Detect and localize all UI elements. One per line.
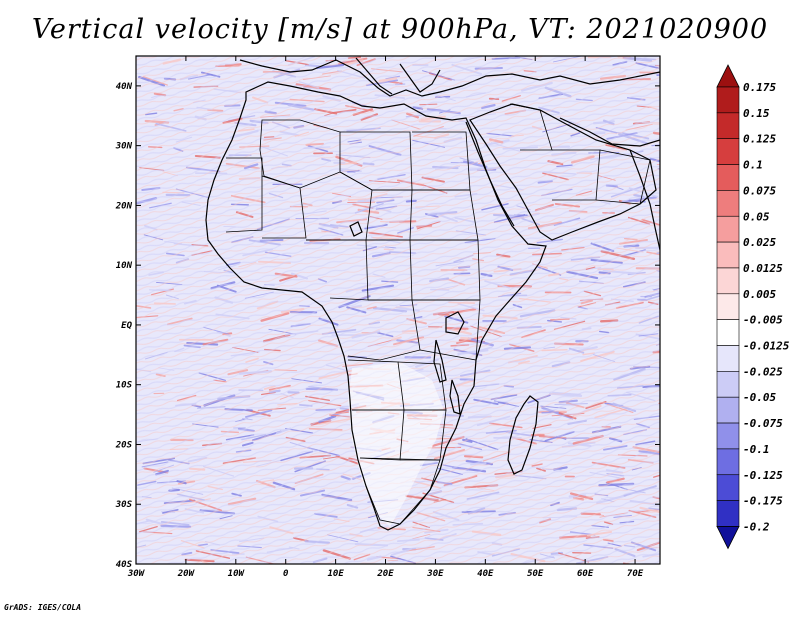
- colorbar-label: -0.2: [743, 520, 770, 533]
- plot-frame: [135, 55, 661, 565]
- updraft-streak: [658, 402, 660, 405]
- colorbar: 0.175 0.15 0.125 0.1 0.075 0.05 0.025 0.0125 0.0…: [716, 64, 790, 550]
- colorbar-swatch: [716, 241, 740, 269]
- country-borders: [225, 103, 651, 525]
- colorbar-label: -0.175: [743, 495, 783, 508]
- colorbar-label: 0.075: [743, 184, 776, 197]
- downdraft-streak: [657, 168, 660, 170]
- lat-tick-label: 10S: [116, 381, 133, 391]
- colorbar-label: 0.005: [743, 288, 776, 301]
- lon-tick-label: 30E: [426, 569, 444, 579]
- red-sea-coastline: [465, 121, 515, 227]
- updraft-streak: [656, 164, 660, 166]
- colorbar-label: -0.0125: [743, 340, 790, 353]
- velocity-field: [136, 56, 660, 564]
- downdraft-streak: [656, 251, 660, 255]
- iran-coastline: [559, 117, 660, 147]
- colorbar-label: 0.15: [743, 107, 770, 120]
- colorbar-label: 0.1: [743, 159, 763, 172]
- latitude-axis: 40N 30N 20N 10N EQ 10S 20S 30S 40S: [115, 82, 660, 570]
- colorbar-label: -0.005: [743, 314, 783, 327]
- italy-coastline: [355, 57, 393, 95]
- lon-tick-label: 70E: [627, 569, 644, 579]
- colorbar-swatch: [716, 215, 740, 243]
- colorbar-swatch: [716, 500, 740, 527]
- colorbar-swatch: [716, 267, 740, 295]
- greece-coastline: [399, 63, 441, 93]
- madagascar-coastline: [507, 395, 539, 475]
- colorbar-swatch: [716, 293, 740, 320]
- lon-tick-label: 10W: [228, 569, 246, 579]
- colorbar-top-arrow: [716, 64, 740, 88]
- lat-tick-label: 30N: [115, 142, 133, 152]
- lat-tick-label: 30S: [115, 500, 133, 510]
- europe-coastline: [239, 59, 660, 97]
- lake-malawi: [449, 379, 461, 415]
- africa-coastline: [205, 81, 547, 531]
- credit-text: GrADS: IGES/COLA: [4, 603, 82, 612]
- lon-tick-label: 20W: [177, 569, 196, 579]
- colorbar-swatch: [716, 371, 740, 398]
- colorbar-bottom-arrow: [716, 526, 740, 550]
- lon-tick-label: 10E: [327, 569, 344, 579]
- lon-tick-label: 40E: [477, 569, 494, 579]
- colorbar-swatch: [716, 86, 740, 114]
- colorbar-swatch: [716, 164, 740, 191]
- coastlines: [205, 57, 660, 531]
- colorbar-label: -0.05: [743, 391, 776, 404]
- lake-chad: [349, 221, 363, 237]
- colorbar-swatch: [716, 138, 740, 165]
- colorbar-label: 0.125: [743, 133, 776, 146]
- colorbar-swatch: [716, 112, 740, 139]
- colorbar-swatch: [716, 319, 740, 346]
- colorbar-label: -0.125: [743, 469, 783, 482]
- map-title: Vertical velocity [m/s] at 900hPa, VT: 2…: [31, 14, 769, 45]
- colorbar-swatch: [716, 448, 740, 476]
- lon-tick-label: 0: [283, 569, 289, 579]
- lat-tick-label: 40N: [116, 82, 133, 92]
- colorbar-label: 0.05: [743, 210, 770, 223]
- lat-tick-label: 40S: [116, 560, 133, 570]
- arabia-coastline: [469, 103, 657, 241]
- downdraft-streak: [658, 451, 660, 454]
- colorbar-swatch: [716, 422, 740, 450]
- lat-tick-label: 10N: [116, 261, 133, 271]
- lon-tick-label: 60E: [577, 569, 594, 579]
- colorbar-label: 0.0125: [743, 262, 783, 275]
- lon-tick-label: 50E: [527, 569, 544, 579]
- lon-tick-label: 20E: [376, 569, 394, 579]
- colorbar-label: 0.175: [743, 81, 776, 94]
- colorbar-label: -0.075: [743, 417, 783, 430]
- colorbar-swatch: [716, 190, 740, 217]
- lat-tick-label: 20N: [115, 201, 133, 211]
- colorbar-label: 0.025: [743, 236, 776, 249]
- colorbar-swatch: [716, 474, 740, 501]
- longitude-axis: 30W 20W 10W 0 10E 20E 30E 40E 50E 60E 70E: [127, 56, 644, 579]
- lon-tick-label: 30W: [127, 569, 146, 579]
- india-coastline: [629, 149, 660, 251]
- colorbar-swatch: [716, 396, 740, 424]
- lat-tick-label: EQ: [121, 321, 132, 331]
- lake-tanganyika: [433, 339, 447, 383]
- colorbar-label: -0.025: [743, 365, 783, 378]
- lake-victoria: [445, 311, 465, 335]
- southern-africa-light-region: [348, 362, 444, 527]
- lat-tick-label: 20S: [115, 440, 133, 450]
- colorbar-label: -0.1: [743, 443, 770, 456]
- colorbar-swatch: [716, 345, 740, 372]
